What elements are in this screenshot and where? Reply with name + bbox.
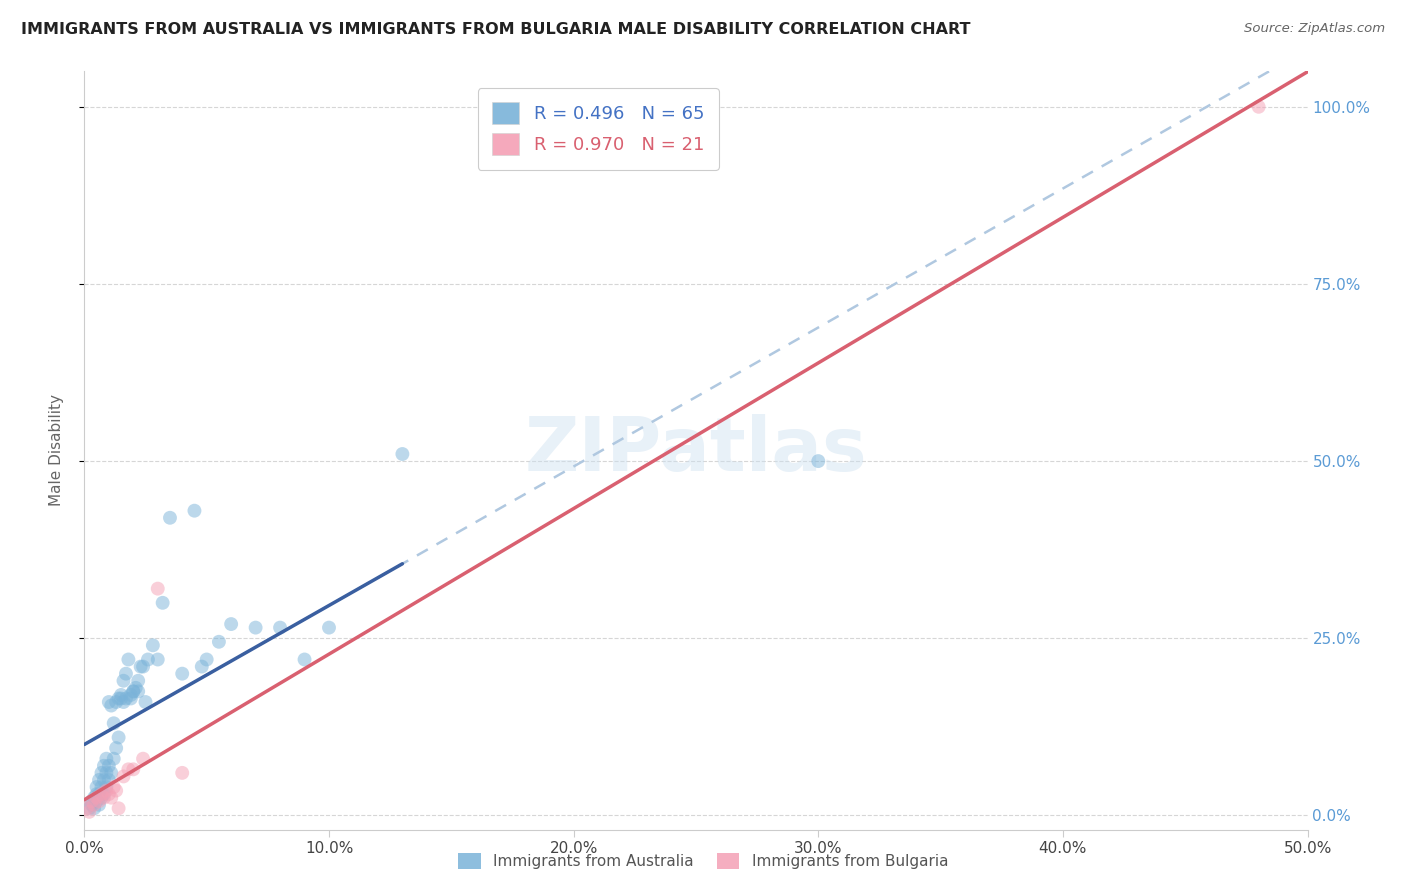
Point bbox=[245, 621, 267, 635]
Point bbox=[129, 659, 152, 673]
Point bbox=[125, 681, 148, 695]
Point bbox=[132, 659, 155, 673]
Point bbox=[110, 688, 132, 702]
Point bbox=[96, 783, 118, 797]
Text: ZIPatlas: ZIPatlas bbox=[524, 414, 868, 487]
Point bbox=[152, 596, 174, 610]
Point bbox=[76, 801, 98, 815]
Point bbox=[146, 582, 169, 596]
Point bbox=[117, 762, 139, 776]
Point bbox=[103, 752, 125, 766]
Point bbox=[115, 691, 138, 706]
Point bbox=[77, 805, 100, 819]
Point bbox=[96, 780, 118, 794]
Point bbox=[105, 741, 128, 756]
Point bbox=[86, 794, 108, 808]
Point bbox=[142, 638, 165, 652]
Point bbox=[294, 652, 316, 666]
Point bbox=[97, 759, 120, 773]
Point bbox=[127, 684, 149, 698]
Point bbox=[97, 772, 120, 787]
Point bbox=[807, 454, 830, 468]
Legend: Immigrants from Australia, Immigrants from Bulgaria: Immigrants from Australia, Immigrants fr… bbox=[451, 847, 955, 875]
Point bbox=[86, 790, 108, 805]
Point bbox=[191, 659, 214, 673]
Point bbox=[112, 695, 135, 709]
Point bbox=[117, 652, 139, 666]
Point bbox=[269, 621, 291, 635]
Point bbox=[172, 765, 194, 780]
Point bbox=[112, 673, 135, 688]
Point bbox=[90, 790, 112, 805]
Point bbox=[97, 787, 120, 801]
Point bbox=[107, 801, 129, 815]
Point bbox=[103, 716, 125, 731]
Point bbox=[391, 447, 413, 461]
Point bbox=[107, 691, 129, 706]
Point bbox=[122, 684, 145, 698]
Text: Source: ZipAtlas.com: Source: ZipAtlas.com bbox=[1244, 22, 1385, 36]
Point bbox=[83, 797, 105, 812]
Point bbox=[86, 780, 108, 794]
Point bbox=[318, 621, 340, 635]
Point bbox=[105, 695, 128, 709]
Point bbox=[107, 731, 129, 745]
Point bbox=[105, 783, 128, 797]
Point bbox=[90, 780, 112, 794]
Point bbox=[83, 790, 105, 805]
Point bbox=[100, 698, 122, 713]
Point bbox=[86, 787, 108, 801]
Point bbox=[96, 752, 118, 766]
Point bbox=[132, 752, 155, 766]
Point bbox=[77, 801, 100, 815]
Point bbox=[112, 769, 135, 783]
Point bbox=[100, 765, 122, 780]
Point bbox=[208, 634, 231, 648]
Point bbox=[127, 673, 149, 688]
Point bbox=[80, 797, 103, 812]
Point bbox=[93, 772, 115, 787]
Point bbox=[219, 617, 242, 632]
Point bbox=[135, 695, 157, 709]
Point bbox=[97, 695, 120, 709]
Point bbox=[80, 794, 103, 808]
Point bbox=[96, 765, 118, 780]
Point bbox=[93, 790, 115, 805]
Point bbox=[100, 790, 122, 805]
Point bbox=[83, 801, 105, 815]
Point bbox=[195, 652, 218, 666]
Point bbox=[87, 794, 110, 808]
Point bbox=[90, 765, 112, 780]
Point bbox=[159, 510, 181, 524]
Point bbox=[136, 652, 159, 666]
Point bbox=[93, 787, 115, 801]
Point bbox=[172, 666, 194, 681]
Point bbox=[122, 762, 145, 776]
Point bbox=[80, 794, 103, 808]
Point bbox=[87, 772, 110, 787]
Point bbox=[87, 787, 110, 801]
Point bbox=[90, 787, 112, 801]
Point bbox=[110, 691, 132, 706]
Point bbox=[120, 691, 142, 706]
Point bbox=[103, 780, 125, 794]
Point bbox=[115, 666, 138, 681]
Point bbox=[183, 504, 205, 518]
Point bbox=[93, 759, 115, 773]
Point bbox=[146, 652, 169, 666]
Legend: R = 0.496   N = 65, R = 0.970   N = 21: R = 0.496 N = 65, R = 0.970 N = 21 bbox=[478, 88, 718, 170]
Y-axis label: Male Disability: Male Disability bbox=[49, 394, 63, 507]
Point bbox=[1247, 100, 1270, 114]
Point bbox=[87, 797, 110, 812]
Point bbox=[120, 688, 142, 702]
Text: IMMIGRANTS FROM AUSTRALIA VS IMMIGRANTS FROM BULGARIA MALE DISABILITY CORRELATIO: IMMIGRANTS FROM AUSTRALIA VS IMMIGRANTS … bbox=[21, 22, 970, 37]
Point bbox=[122, 684, 145, 698]
